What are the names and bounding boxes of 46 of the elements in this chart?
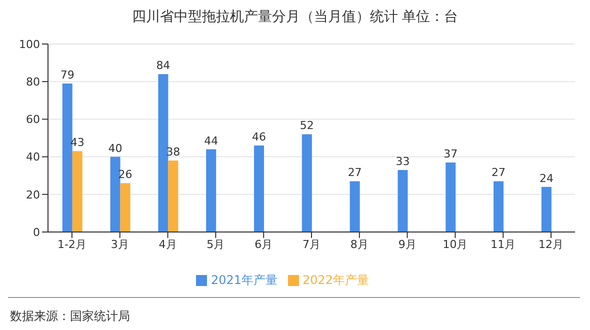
y-tick-label: 60: [26, 113, 40, 126]
bar: [350, 181, 360, 232]
y-tick-label: 20: [26, 188, 40, 202]
bar: [120, 183, 130, 232]
x-tick-label: 9月: [398, 238, 416, 251]
bar: [168, 160, 178, 232]
x-tick-label: 11月: [490, 238, 516, 251]
x-tick-label: 6月: [254, 238, 273, 251]
source-note: 数据来源：国家统计局: [10, 308, 130, 325]
data-label: 24: [539, 172, 554, 185]
bar: [494, 181, 504, 232]
bar: [398, 170, 408, 232]
x-tick-label: 8月: [350, 238, 368, 251]
x-tick-label: 12月: [538, 238, 564, 251]
data-label: 27: [348, 166, 362, 180]
bar: [62, 83, 72, 232]
x-tick-label: 3月: [110, 238, 129, 251]
data-label: 27: [492, 166, 506, 180]
data-label: 52: [300, 119, 314, 132]
bar: [110, 156, 120, 232]
bar: [158, 74, 168, 232]
chart-title: 四川省中型拖拉机产量分月（当月值）统计 单位：台: [130, 8, 460, 26]
y-tick-label: 80: [26, 76, 40, 89]
x-tick-label: 10月: [442, 238, 468, 251]
legend-label: 2022年产量: [302, 273, 370, 287]
legend-label: 2021年产量: [210, 273, 278, 287]
x-tick-label: 4月: [158, 238, 177, 251]
bar: [541, 186, 552, 232]
bar: [446, 162, 456, 232]
x-tick-label: 5月: [206, 238, 225, 251]
bar: [254, 146, 264, 232]
data-label: 46: [252, 130, 266, 144]
data-label: 79: [60, 68, 74, 82]
x-tick-label: 7月: [302, 238, 320, 251]
bar: [302, 134, 312, 232]
y-tick-label: 0: [33, 226, 40, 239]
x-tick-label: 1-2月: [57, 238, 86, 251]
data-label: 33: [396, 154, 410, 168]
data-label: 84: [156, 59, 170, 72]
bar: [206, 149, 216, 232]
y-tick-label: 40: [26, 150, 40, 164]
y-tick-label: 100: [19, 38, 40, 51]
data-label: 37: [444, 147, 458, 160]
data-label: 40: [108, 142, 122, 155]
data-label: 44: [204, 134, 218, 148]
bar: [72, 151, 82, 232]
